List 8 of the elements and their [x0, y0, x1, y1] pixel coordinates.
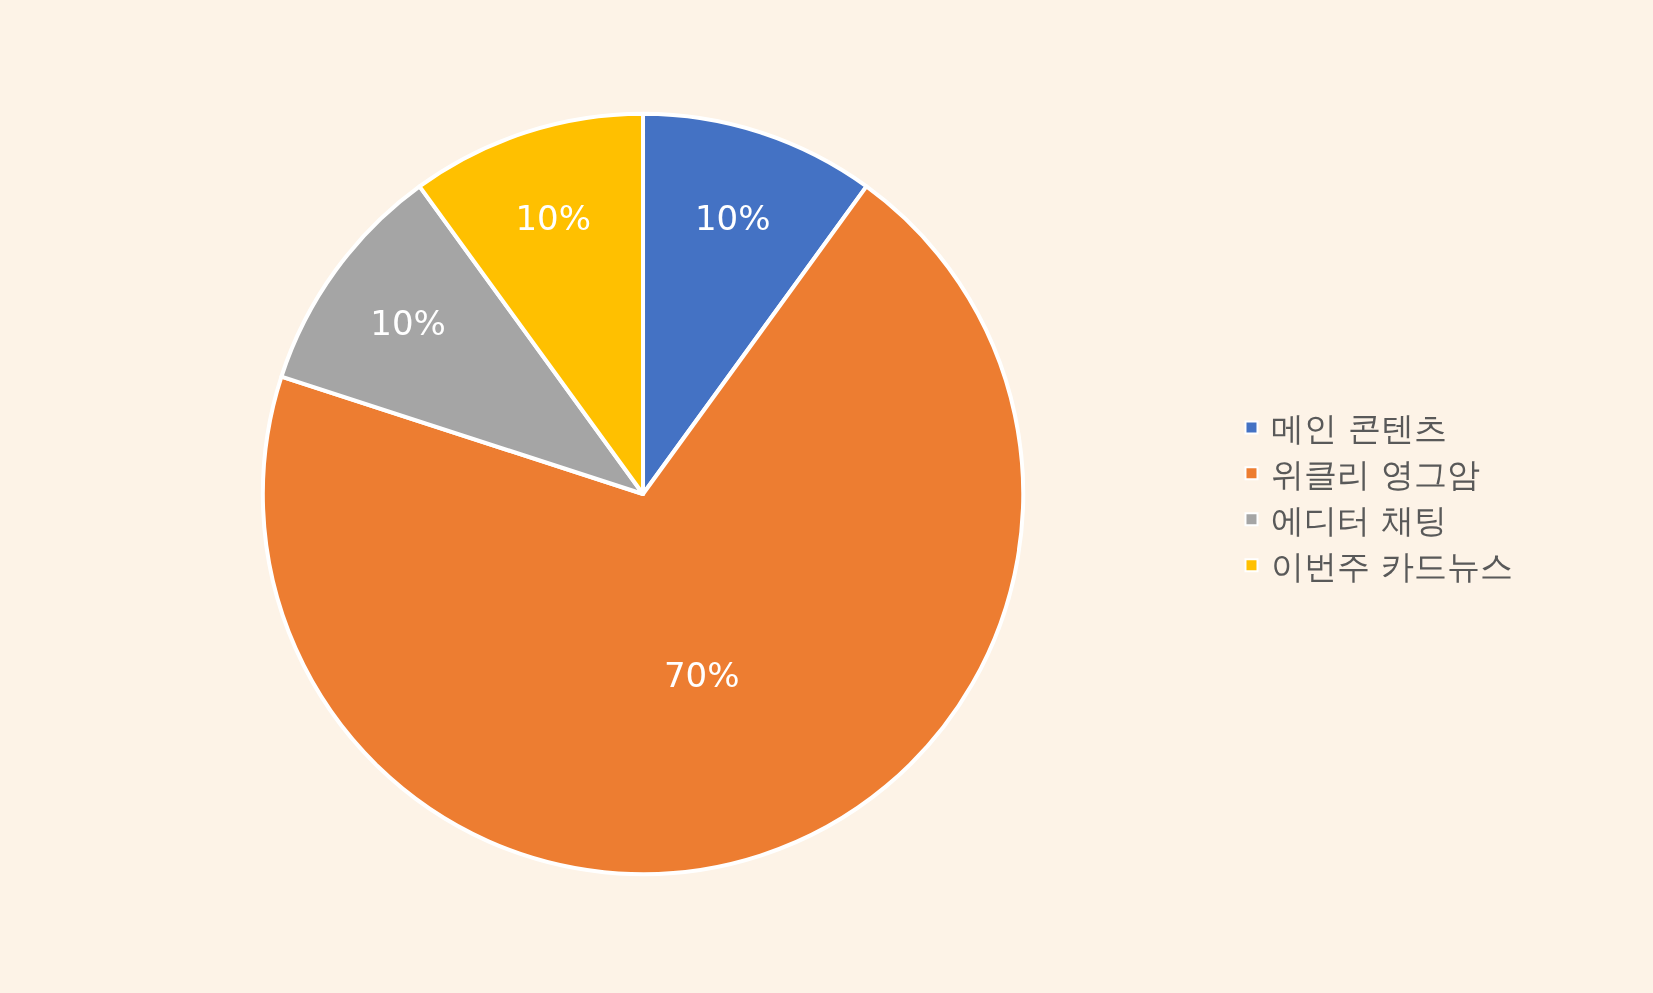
legend-label: 위클리 영그암: [1271, 455, 1480, 495]
legend-label: 이번주 카드뉴스: [1271, 547, 1513, 587]
legend-label: 에디터 채팅: [1271, 501, 1447, 541]
data-label: 10%: [515, 197, 592, 238]
data-label: 70%: [663, 654, 740, 695]
data-label: 10%: [694, 197, 771, 238]
legend-label: 메인 콘텐츠: [1271, 409, 1447, 449]
data-label: 10%: [370, 303, 446, 344]
